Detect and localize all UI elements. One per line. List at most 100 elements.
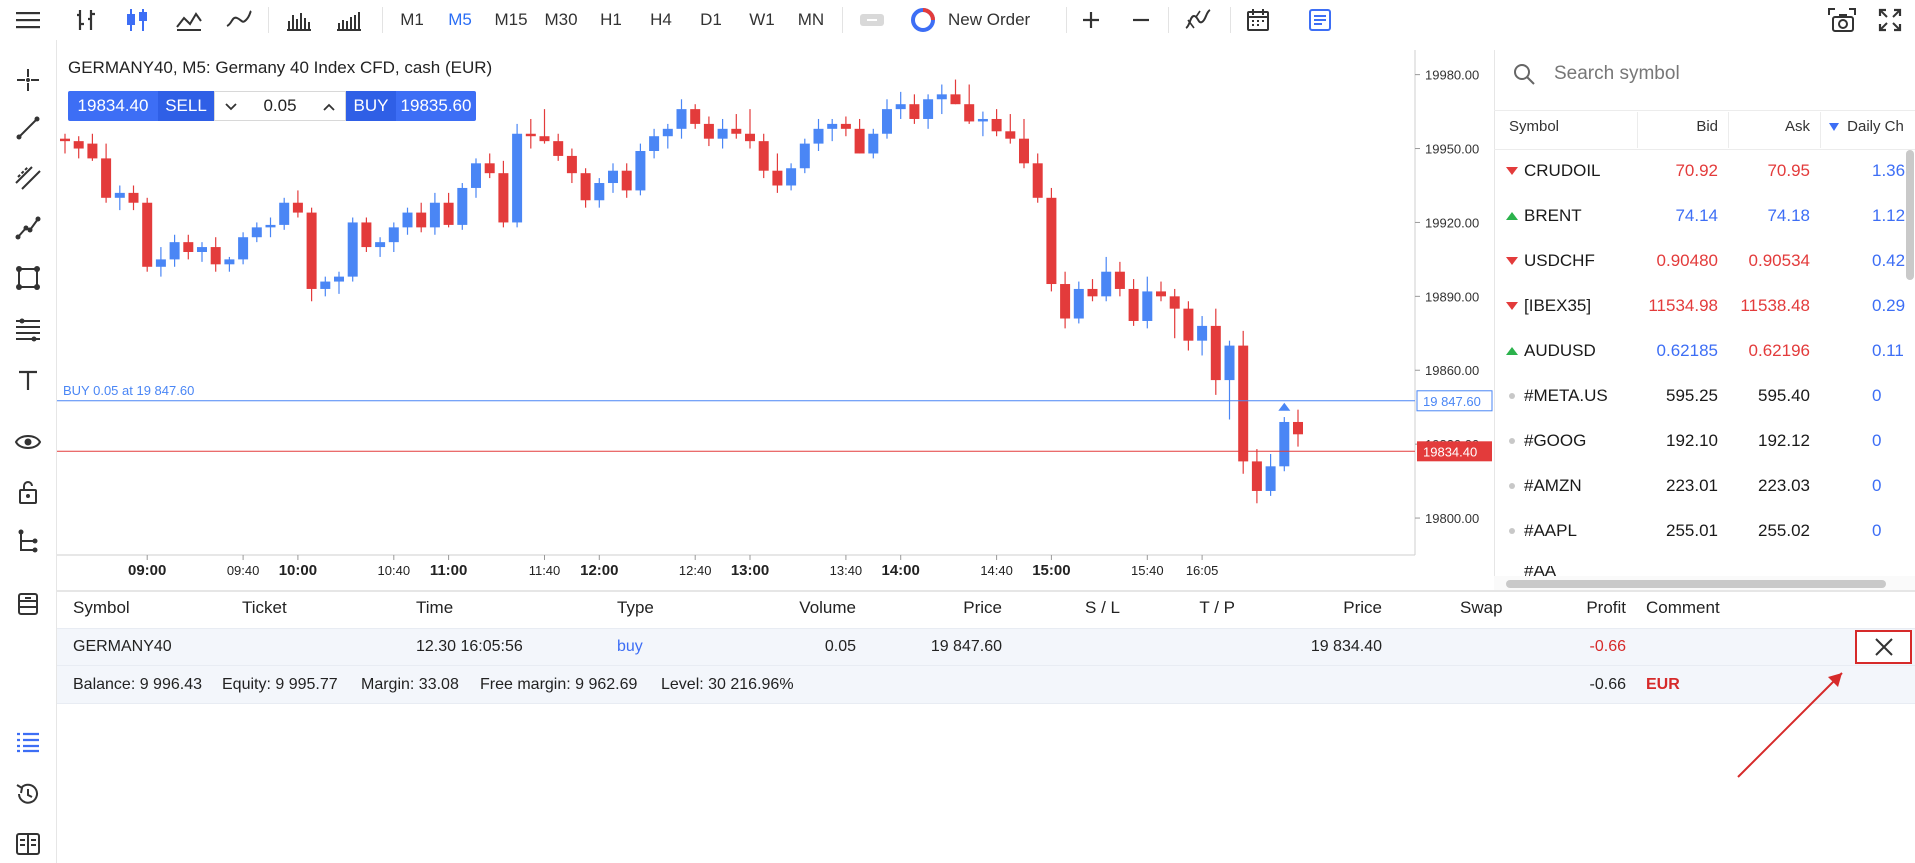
column-bid[interactable]: Bid <box>1696 118 1718 135</box>
volume-value[interactable]: 0.05 <box>263 96 297 115</box>
position-row[interactable] <box>57 628 1915 666</box>
candle-body <box>539 136 550 142</box>
shapes-icon[interactable] <box>10 260 46 296</box>
column-daily-label: Daily Ch <box>1847 118 1904 135</box>
area-chart-icon[interactable] <box>172 0 206 40</box>
candle-body <box>635 151 646 191</box>
timeframe-m1[interactable]: M1 <box>400 10 424 29</box>
polyline-icon[interactable] <box>10 210 46 246</box>
positions-column-header[interactable]: Price <box>963 598 1002 617</box>
symbol-row[interactable]: #AMZN 223.01 223.03 0 <box>1494 463 1915 508</box>
visibility-icon[interactable] <box>10 424 46 460</box>
indicator-function-icon[interactable] <box>1180 0 1216 40</box>
screenshot-icon[interactable] <box>1824 0 1860 40</box>
candle-body <box>498 173 509 223</box>
calendar-icon[interactable] <box>1240 0 1276 40</box>
fibonacci-icon[interactable] <box>10 312 46 348</box>
price-chart[interactable]: 19980.00 19950.00 19920.00 19890.00 19860.00… <box>57 50 1494 590</box>
timeframe-mn[interactable]: MN <box>797 10 825 29</box>
timeframe-h1[interactable]: H1 <box>600 10 622 29</box>
candle-body <box>1073 288 1084 319</box>
candle-body <box>649 136 660 151</box>
bar-chart-icon[interactable] <box>70 0 104 40</box>
timeframe-m5[interactable]: M5 <box>448 10 472 29</box>
positions-column-header[interactable]: Time <box>416 598 454 617</box>
symbol-row[interactable]: CRUDOIL 70.92 70.95 1.36 <box>1494 148 1915 193</box>
vertical-scrollbar[interactable] <box>1906 150 1914 280</box>
fullscreen-icon[interactable] <box>1872 0 1908 40</box>
timeframe-m15[interactable]: M15 <box>494 10 528 29</box>
zoom-out-icon[interactable] <box>1125 0 1157 40</box>
candle-body <box>566 155 577 174</box>
new-order-button[interactable]: New Order <box>910 0 1060 40</box>
symbol-row[interactable]: #AAPL 255.01 255.02 0 <box>1494 508 1915 553</box>
sell-button[interactable]: SELL <box>158 91 214 121</box>
positions-column-header[interactable]: Volume <box>799 598 856 617</box>
line-chart-icon[interactable] <box>222 0 256 40</box>
chevron-up-icon[interactable] <box>323 96 335 116</box>
candle-body <box>676 109 687 129</box>
trade-panel-icon[interactable] <box>1302 0 1338 40</box>
symbol-row[interactable]: BRENT 74.14 74.18 1.12 <box>1494 193 1915 238</box>
positions-column-header[interactable]: T / P <box>1199 598 1235 617</box>
positions-column-header[interactable]: S / L <box>1085 598 1120 617</box>
positions-column-header[interactable]: Swap <box>1460 598 1503 617</box>
positions-column-header[interactable]: Comment <box>1646 598 1720 617</box>
volume-bars-icon[interactable] <box>282 0 316 40</box>
symbol-row[interactable]: #META.US 595.25 595.40 0 <box>1494 373 1915 418</box>
zoom-in-icon[interactable] <box>1075 0 1107 40</box>
candle-body <box>292 202 303 213</box>
positions-column-header[interactable]: Profit <box>1586 598 1626 617</box>
indicators-icon[interactable] <box>332 0 366 40</box>
horizontal-scrollbar[interactable] <box>1494 576 1915 590</box>
crosshair-icon[interactable] <box>10 62 46 98</box>
chevron-down-icon[interactable] <box>225 96 237 116</box>
buy-price-button[interactable]: 19835.60 <box>396 91 476 121</box>
column-ask[interactable]: Ask <box>1784 118 1810 135</box>
search-input[interactable]: Search symbol <box>1554 63 1680 84</box>
candle-body <box>60 138 70 142</box>
symbol-ask: 255.02 <box>1758 521 1810 540</box>
positions-column-header[interactable]: Price <box>1343 598 1382 617</box>
symbol-row[interactable]: #GOOG 192.10 192.12 0 <box>1494 418 1915 463</box>
link-icon[interactable] <box>856 0 888 40</box>
symbol-daily-change: 0 <box>1872 476 1882 495</box>
scrollbar-thumb[interactable] <box>1506 580 1886 588</box>
time-tick-label: 13:00 <box>731 562 769 579</box>
close-position-button[interactable] <box>1855 630 1912 664</box>
candlestick-chart-icon[interactable] <box>120 0 154 40</box>
positions-column-header[interactable]: Ticket <box>242 598 287 617</box>
position-line-label: BUY 0.05 at 19 847.60 <box>63 383 194 398</box>
menu-icon[interactable] <box>12 0 44 40</box>
candle-body <box>210 247 221 265</box>
journal-icon[interactable] <box>10 826 46 862</box>
history-icon[interactable] <box>10 776 46 812</box>
column-symbol[interactable]: Symbol <box>1509 118 1560 135</box>
positions-column-header[interactable]: Symbol <box>73 598 130 617</box>
timeframe-m30[interactable]: M30 <box>544 10 578 29</box>
symbol-ask: 11538.48 <box>1740 296 1810 315</box>
position-volume: 0.05 <box>824 638 856 655</box>
trend-line-icon[interactable] <box>10 110 46 146</box>
volume-stepper[interactable]: 0.05 <box>214 91 346 121</box>
symbol-search[interactable]: Search symbol <box>1512 62 1680 86</box>
column-daily-change[interactable]: Daily Ch <box>1829 118 1915 135</box>
candle-body <box>950 94 961 105</box>
lock-icon[interactable] <box>10 474 46 510</box>
positions-column-header[interactable]: Type <box>617 598 654 617</box>
parallel-channel-icon[interactable] <box>10 160 46 196</box>
timeframe-w1[interactable]: W1 <box>749 10 775 29</box>
position-type: buy <box>617 638 643 655</box>
symbol-row[interactable]: USDCHF 0.90480 0.90534 0.42 <box>1494 238 1915 283</box>
timeframe-d1[interactable]: D1 <box>700 10 722 29</box>
buy-button[interactable]: BUY <box>346 91 396 121</box>
toolbox-icon[interactable] <box>10 586 46 622</box>
text-tool-icon[interactable] <box>10 362 46 398</box>
candle-body <box>101 158 112 198</box>
sell-price-button[interactable]: 19834.40 <box>68 91 158 121</box>
timeframe-h4[interactable]: H4 <box>650 10 672 29</box>
objects-tree-icon[interactable] <box>10 524 46 560</box>
symbol-row[interactable]: AUDUSD 0.62185 0.62196 0.11 <box>1494 328 1915 373</box>
positions-list-icon[interactable] <box>10 724 46 760</box>
symbol-row[interactable]: [IBEX35] 11534.98 11538.48 0.29 <box>1494 283 1915 328</box>
